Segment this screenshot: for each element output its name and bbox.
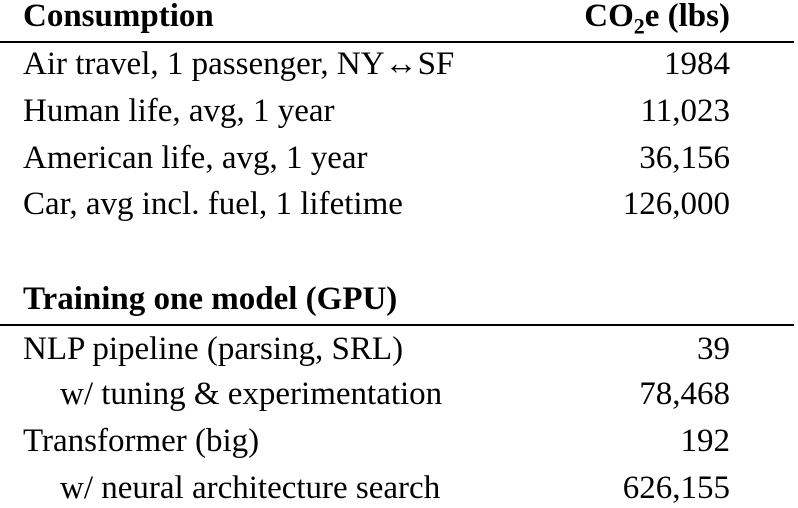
consumption-header: Consumption bbox=[23, 0, 214, 34]
header-rule-1 bbox=[0, 41, 794, 43]
training-row-value: 78,468 bbox=[639, 376, 730, 412]
consumption-row-value: 1984 bbox=[664, 46, 730, 82]
co2-header-subscript: 2 bbox=[633, 13, 645, 39]
co2-header-suffix: e (lbs) bbox=[644, 0, 730, 34]
training-row-value: 192 bbox=[680, 423, 731, 459]
training-row-label: Transformer (big) bbox=[23, 423, 260, 459]
header-rule-2 bbox=[0, 324, 794, 326]
training-row-label: w/ neural architecture search bbox=[60, 470, 441, 506]
co2-header-prefix: CO bbox=[584, 0, 634, 34]
training-row-value: 39 bbox=[697, 331, 730, 367]
training-row-label: w/ tuning & experimentation bbox=[60, 376, 443, 412]
consumption-row-value: 36,156 bbox=[639, 140, 730, 176]
consumption-row-label: Human life, avg, 1 year bbox=[23, 93, 335, 129]
consumption-row-value: 11,023 bbox=[640, 93, 730, 129]
consumption-row-label: American life, avg, 1 year bbox=[23, 140, 368, 176]
training-row-label: NLP pipeline (parsing, SRL) bbox=[23, 331, 404, 367]
training-header: Training one model (GPU) bbox=[23, 281, 398, 317]
consumption-row-value: 126,000 bbox=[622, 186, 730, 222]
consumption-row-label: Air travel, 1 passenger, NY↔SF bbox=[23, 46, 455, 82]
co2-header: CO2e (lbs) bbox=[584, 0, 730, 39]
consumption-row-label: Car, avg incl. fuel, 1 lifetime bbox=[23, 186, 403, 222]
training-row-value: 626,155 bbox=[622, 470, 730, 506]
